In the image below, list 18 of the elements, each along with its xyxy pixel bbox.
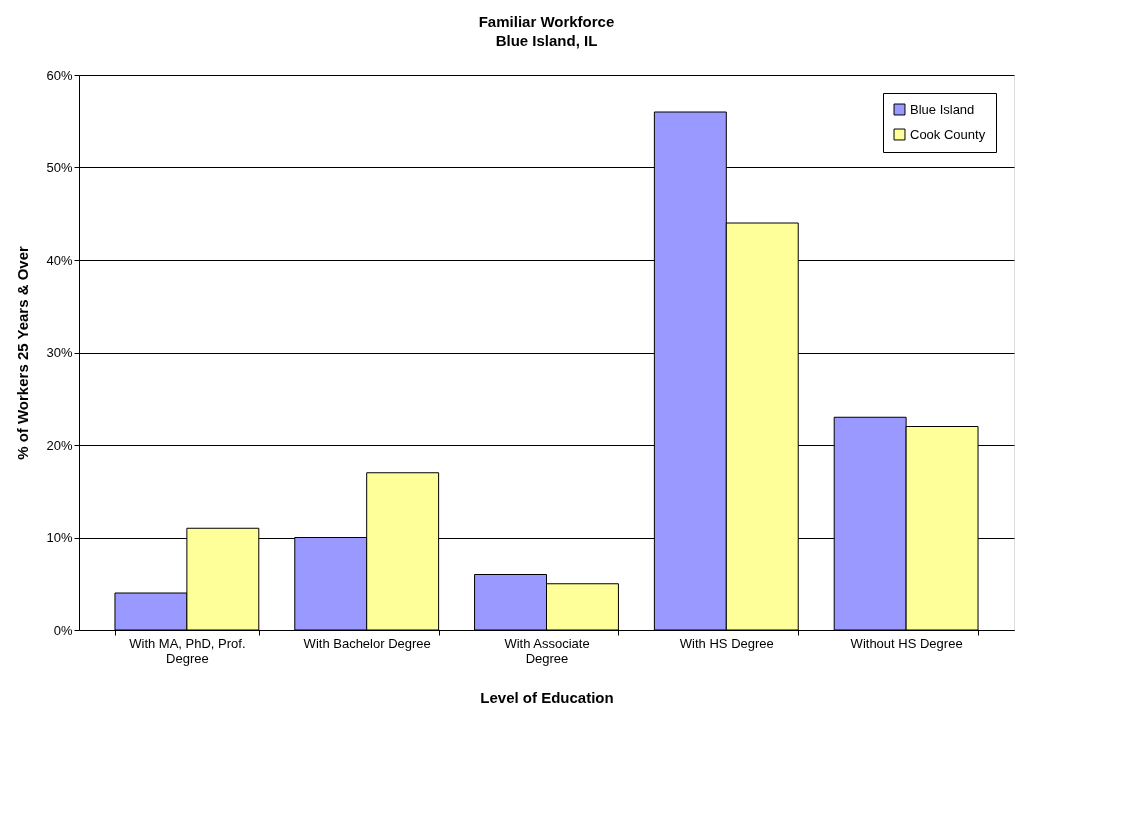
y-tick-label: 10% xyxy=(46,530,73,545)
x-tick-label: With Bachelor Degree xyxy=(303,635,431,651)
x-tick-label: With HS Degree xyxy=(679,635,774,651)
y-tick-label: 30% xyxy=(46,345,73,360)
y-tick-label: 40% xyxy=(46,252,73,268)
x-axis-title: Level of Education xyxy=(480,688,614,706)
legend-label: Cook County xyxy=(910,126,986,142)
chart-subtitle: Blue Island, IL xyxy=(495,32,598,49)
y-tick-label: 20% xyxy=(46,437,73,453)
legend-label: Blue Island xyxy=(910,101,975,117)
x-tick-label: Without HS Degree xyxy=(850,635,963,651)
chart-title: Familiar Workforce xyxy=(478,13,615,30)
x-tick-label: With Associate Degree xyxy=(504,635,590,666)
y-axis-title: % of Workers 25 Years & Over xyxy=(14,245,32,460)
x-tick-label: With MA, PhD, Prof. Degree xyxy=(129,635,246,666)
y-tick-label: 50% xyxy=(46,160,73,175)
y-tick-label: 0% xyxy=(53,622,73,638)
y-tick-label: 60% xyxy=(46,67,73,83)
